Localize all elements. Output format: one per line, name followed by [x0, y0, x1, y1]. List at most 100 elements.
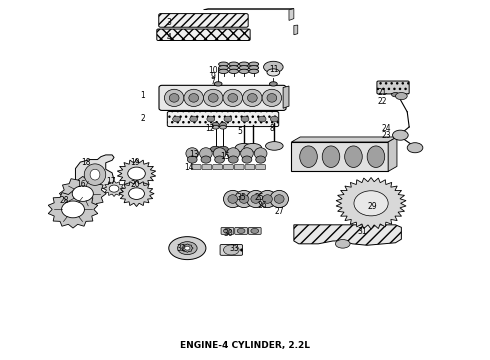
Ellipse shape	[219, 69, 228, 73]
Ellipse shape	[109, 185, 119, 192]
Text: 1: 1	[140, 91, 145, 100]
Ellipse shape	[189, 94, 198, 102]
Ellipse shape	[243, 89, 262, 107]
Ellipse shape	[274, 195, 284, 203]
Text: 16: 16	[76, 180, 86, 189]
Ellipse shape	[220, 122, 226, 127]
Ellipse shape	[300, 146, 318, 167]
Ellipse shape	[228, 156, 238, 163]
Text: 31: 31	[357, 228, 367, 237]
Polygon shape	[283, 86, 289, 108]
FancyBboxPatch shape	[157, 29, 250, 41]
Text: 33: 33	[229, 244, 239, 253]
Text: ENGINE-4 CYLINDER, 2.2L: ENGINE-4 CYLINDER, 2.2L	[180, 341, 310, 350]
Ellipse shape	[223, 190, 242, 208]
Ellipse shape	[241, 116, 249, 122]
Ellipse shape	[235, 190, 253, 208]
Polygon shape	[336, 177, 406, 229]
Ellipse shape	[355, 192, 387, 215]
FancyBboxPatch shape	[377, 81, 409, 94]
Ellipse shape	[266, 141, 283, 150]
Ellipse shape	[203, 89, 223, 107]
Text: 12: 12	[205, 123, 215, 132]
Text: 26: 26	[257, 201, 267, 210]
Ellipse shape	[218, 146, 228, 152]
Ellipse shape	[220, 126, 226, 129]
Ellipse shape	[184, 89, 203, 107]
Ellipse shape	[239, 195, 249, 203]
Ellipse shape	[186, 148, 198, 159]
Ellipse shape	[128, 167, 146, 180]
Text: 24: 24	[382, 123, 392, 132]
FancyBboxPatch shape	[213, 165, 222, 170]
Polygon shape	[181, 244, 193, 252]
Text: 20: 20	[130, 180, 140, 189]
Ellipse shape	[223, 228, 231, 233]
Ellipse shape	[251, 228, 259, 233]
Ellipse shape	[210, 146, 221, 152]
Ellipse shape	[322, 146, 340, 167]
Ellipse shape	[199, 148, 212, 159]
Ellipse shape	[115, 189, 120, 193]
FancyBboxPatch shape	[235, 228, 247, 234]
Ellipse shape	[258, 116, 266, 122]
Ellipse shape	[223, 89, 243, 107]
Ellipse shape	[219, 62, 228, 66]
Ellipse shape	[213, 148, 226, 159]
Bar	[292, 142, 388, 171]
Text: 11: 11	[270, 65, 279, 74]
Ellipse shape	[392, 93, 399, 97]
Text: 7: 7	[211, 77, 216, 86]
Ellipse shape	[228, 94, 238, 102]
Ellipse shape	[239, 66, 249, 70]
Ellipse shape	[239, 62, 249, 66]
FancyBboxPatch shape	[167, 112, 279, 127]
Ellipse shape	[214, 82, 222, 86]
Ellipse shape	[118, 189, 123, 193]
Ellipse shape	[219, 66, 228, 70]
Text: 21: 21	[377, 87, 387, 96]
Polygon shape	[75, 155, 114, 188]
Polygon shape	[48, 191, 98, 228]
Ellipse shape	[267, 69, 280, 76]
Ellipse shape	[354, 191, 388, 216]
Polygon shape	[294, 225, 401, 245]
Text: 19: 19	[130, 158, 140, 167]
Ellipse shape	[182, 244, 192, 252]
Ellipse shape	[128, 188, 145, 199]
Ellipse shape	[90, 169, 100, 180]
Ellipse shape	[207, 116, 215, 122]
Ellipse shape	[122, 189, 126, 193]
Ellipse shape	[201, 156, 211, 163]
Polygon shape	[103, 181, 125, 197]
Text: 5: 5	[238, 127, 243, 136]
Ellipse shape	[241, 148, 253, 159]
Ellipse shape	[407, 143, 423, 153]
Ellipse shape	[344, 146, 362, 167]
Ellipse shape	[228, 195, 238, 203]
FancyBboxPatch shape	[245, 165, 255, 170]
Ellipse shape	[392, 130, 408, 140]
FancyBboxPatch shape	[202, 165, 212, 170]
Text: 30: 30	[223, 229, 233, 238]
Ellipse shape	[270, 82, 277, 86]
Ellipse shape	[127, 189, 132, 193]
Ellipse shape	[235, 143, 253, 152]
Polygon shape	[388, 137, 397, 171]
Ellipse shape	[169, 94, 179, 102]
Ellipse shape	[263, 195, 272, 203]
Ellipse shape	[254, 148, 267, 159]
Ellipse shape	[267, 94, 277, 102]
FancyBboxPatch shape	[159, 14, 248, 27]
Ellipse shape	[247, 94, 257, 102]
Ellipse shape	[262, 89, 282, 107]
Polygon shape	[203, 9, 294, 10]
Text: 2: 2	[140, 114, 145, 123]
Text: 18: 18	[81, 158, 91, 167]
Polygon shape	[59, 176, 106, 211]
Ellipse shape	[124, 189, 129, 193]
Polygon shape	[294, 25, 298, 35]
Text: 28: 28	[59, 196, 69, 205]
Ellipse shape	[72, 186, 93, 201]
Ellipse shape	[224, 116, 232, 122]
